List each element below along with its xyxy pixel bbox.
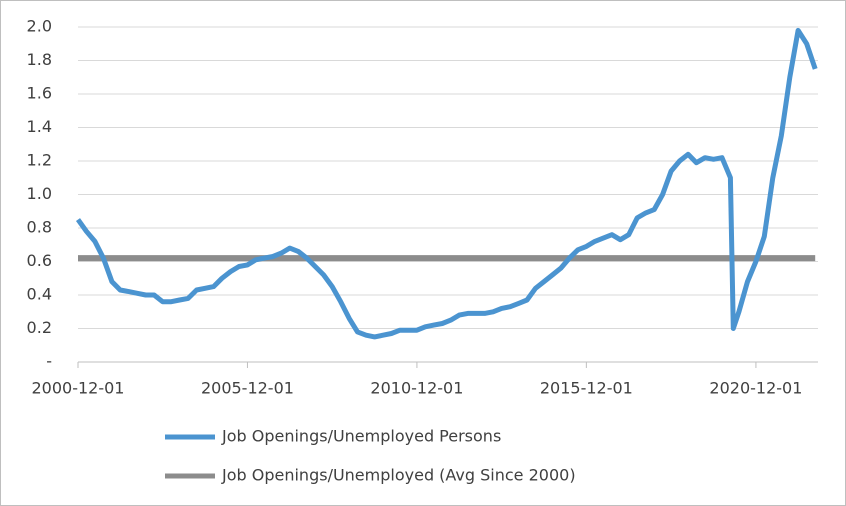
legend-label: Job Openings/Unemployed Persons xyxy=(221,427,501,446)
y-tick-label: 0.2 xyxy=(27,318,52,337)
x-tick-label: 2000-12-01 xyxy=(32,379,125,398)
y-tick-label: 0.8 xyxy=(27,218,52,237)
y-tick-label: 2.0 xyxy=(27,17,52,36)
y-tick-label: 1.8 xyxy=(27,50,52,69)
y-tick-label: 1.2 xyxy=(27,151,52,170)
y-tick-label: 1.0 xyxy=(27,184,52,203)
x-tick-label: 2005-12-01 xyxy=(201,379,294,398)
y-tick-label: 0.4 xyxy=(27,285,52,304)
y-tick-label: 0.6 xyxy=(27,251,52,270)
x-tick-label: 2020-12-01 xyxy=(709,379,802,398)
legend-label: Job Openings/Unemployed (Avg Since 2000) xyxy=(221,466,576,485)
x-tick-label: 2010-12-01 xyxy=(370,379,463,398)
y-tick-label: - xyxy=(46,352,52,371)
x-tick-label: 2015-12-01 xyxy=(540,379,633,398)
series-line xyxy=(75,27,818,340)
y-tick-label: 1.4 xyxy=(27,117,52,136)
y-tick-label: 1.6 xyxy=(27,84,52,103)
